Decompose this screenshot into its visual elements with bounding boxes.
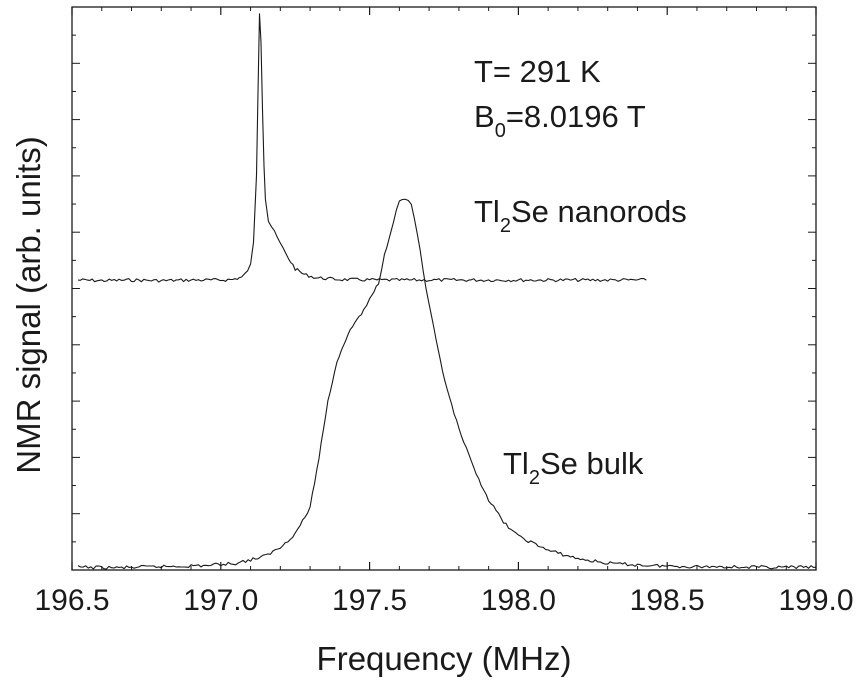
- plot-frame: [71, 6, 817, 571]
- bulk-suffix: Se bulk: [540, 446, 644, 481]
- nanorods-subscript: 2: [500, 215, 511, 237]
- bulk-spectrum-line: [77, 198, 817, 570]
- bulk-label: Tl2Se bulk: [503, 446, 644, 489]
- temperature-annotation: T= 291 K: [474, 54, 601, 89]
- x-tick-label: 198.0: [481, 584, 556, 617]
- field-prefix: B: [474, 99, 495, 134]
- x-tick-label: 196.5: [34, 584, 109, 617]
- y-axis-title: NMR signal (arb. units): [10, 136, 47, 473]
- field-annotation: B0=8.0196 T: [474, 99, 646, 142]
- bulk-subscript: 2: [529, 467, 540, 489]
- nanorods-label: Tl2Se nanorods: [474, 194, 687, 237]
- field-subscript: 0: [495, 120, 506, 142]
- bulk-prefix: Tl: [503, 446, 529, 481]
- y-axis-ticks: [72, 6, 816, 571]
- x-tick-label: 199.0: [778, 584, 853, 617]
- nanorods-spectrum-line: [77, 13, 647, 283]
- field-value: =8.0196 T: [506, 99, 646, 134]
- x-tick-label: 198.5: [630, 584, 705, 617]
- x-axis-ticks: 196.5 197.0 197.5 198.0 198.5 199.0: [34, 7, 854, 617]
- x-tick-label: 197.0: [183, 584, 258, 617]
- nanorods-prefix: Tl: [474, 194, 500, 229]
- x-tick-label: 197.5: [332, 584, 407, 617]
- series-layer: [77, 13, 817, 570]
- x-axis-title: Frequency (MHz): [317, 640, 572, 677]
- plot-border: [71, 6, 817, 571]
- nanorods-suffix: Se nanorods: [511, 194, 687, 229]
